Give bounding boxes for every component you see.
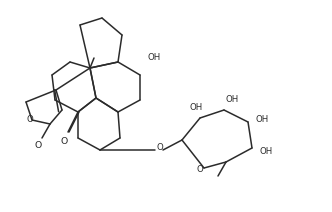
Text: OH: OH [148,53,161,63]
Text: OH: OH [255,116,269,124]
Text: O: O [60,138,68,146]
Text: O: O [27,116,34,124]
Text: O: O [197,166,204,174]
Text: OH: OH [189,103,203,113]
Text: OH: OH [225,95,239,105]
Text: O: O [157,144,163,152]
Text: OH: OH [259,148,273,156]
Text: O: O [35,141,42,151]
